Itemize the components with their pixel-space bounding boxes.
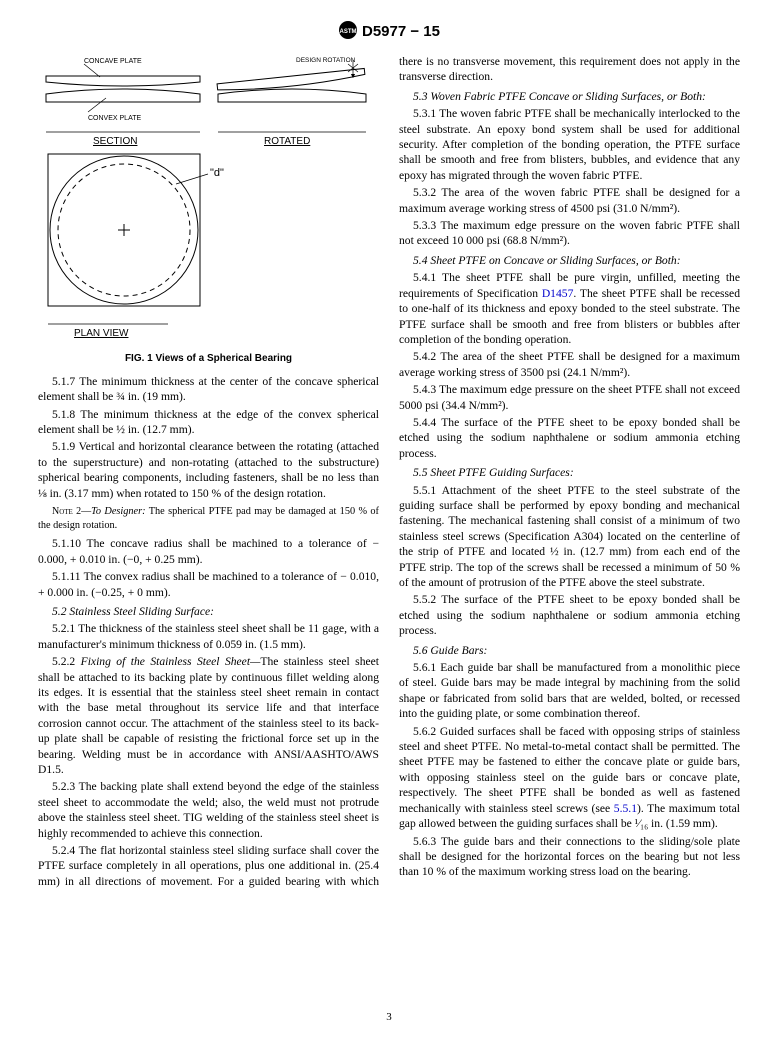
p-5-6-2: 5.6.2 Guided surfaces shall be faced wit… [399,724,740,832]
label-concave: CONCAVE PLATE [84,58,142,65]
p-5-1-11: 5.1.11 The convex radius shall be machin… [38,569,379,600]
p-5-3-1: 5.3.1 The woven fabric PTFE shall be mec… [399,106,740,183]
h-5-3: 5.3 Woven Fabric PTFE Concave or Sliding… [399,89,740,104]
h-5-6: 5.6 Guide Bars: [399,643,740,658]
h-5-4: 5.4 Sheet PTFE on Concave or Sliding Sur… [399,253,740,268]
p-5-2-3: 5.2.3 The backing plate shall extend bey… [38,779,379,841]
figure-caption: FIG. 1 Views of a Spherical Bearing [38,352,379,365]
label-d: "d" [210,167,224,179]
page: ASTM D5977 − 15 CONCAVE PLATE CONVEX PLA… [0,0,778,1041]
link-5-5-1[interactable]: 5.5.1 [614,802,637,815]
p-5-3-3: 5.3.3 The maximum edge pressure on the w… [399,218,740,249]
p-5-2-2: 5.2.2 Fixing of the Stainless Steel Shee… [38,654,379,777]
label-rotated: ROTATED [264,136,310,147]
astm-logo: ASTM [338,20,358,44]
p-5-2-1: 5.2.1 The thickness of the stainless ste… [38,621,379,652]
h-5-2: 5.2 Stainless Steel Sliding Surface: [38,604,379,619]
page-number: 3 [0,1011,778,1023]
note-2: Note 2—To Designer: The spherical PTFE p… [38,505,379,532]
p-5-1-9: 5.1.9 Vertical and horizontal clearance … [38,439,379,501]
svg-text:ASTM: ASTM [340,29,357,35]
p-5-4-2: 5.4.2 The area of the sheet PTFE shall b… [399,349,740,380]
label-convex: CONVEX PLATE [88,115,141,122]
figure-1: CONCAVE PLATE CONVEX PLATE SECTION DESIG… [38,54,379,366]
label-section: SECTION [93,136,137,147]
h-5-5: 5.5 Sheet PTFE Guiding Surfaces: [399,465,740,480]
p-5-1-7: 5.1.7 The minimum thickness at the cente… [38,374,379,405]
link-d1457[interactable]: D1457 [542,287,574,300]
p-5-4-3: 5.4.3 The maximum edge pressure on the s… [399,382,740,413]
designation: D5977 − 15 [362,23,440,40]
p-5-6-1: 5.6.1 Each guide bar shall be manufactur… [399,660,740,722]
note-to: To Designer: [91,506,145,517]
p-5-1-10: 5.1.10 The concave radius shall be machi… [38,536,379,567]
p-5-5-2: 5.5.2 The surface of the PTFE sheet to b… [399,592,740,638]
label-designrot: DESIGN ROTATION [296,57,356,64]
page-header: ASTM D5977 − 15 [38,20,740,44]
label-plan: PLAN VIEW [74,328,129,339]
p-5-4-4: 5.4.4 The surface of the PTFE sheet to b… [399,415,740,461]
note-label: Note 2— [52,506,91,517]
p-5-3-2: 5.3.2 The area of the woven fabric PTFE … [399,185,740,216]
p-5-5-1: 5.5.1 Attachment of the sheet PTFE to th… [399,483,740,591]
p-5-1-8: 5.1.8 The minimum thickness at the edge … [38,407,379,438]
p-5-4-1: 5.4.1 The sheet PTFE shall be pure virgi… [399,270,740,347]
content-columns: CONCAVE PLATE CONVEX PLATE SECTION DESIG… [38,54,740,889]
p-5-6-3: 5.6.3 The guide bars and their connectio… [399,834,740,880]
